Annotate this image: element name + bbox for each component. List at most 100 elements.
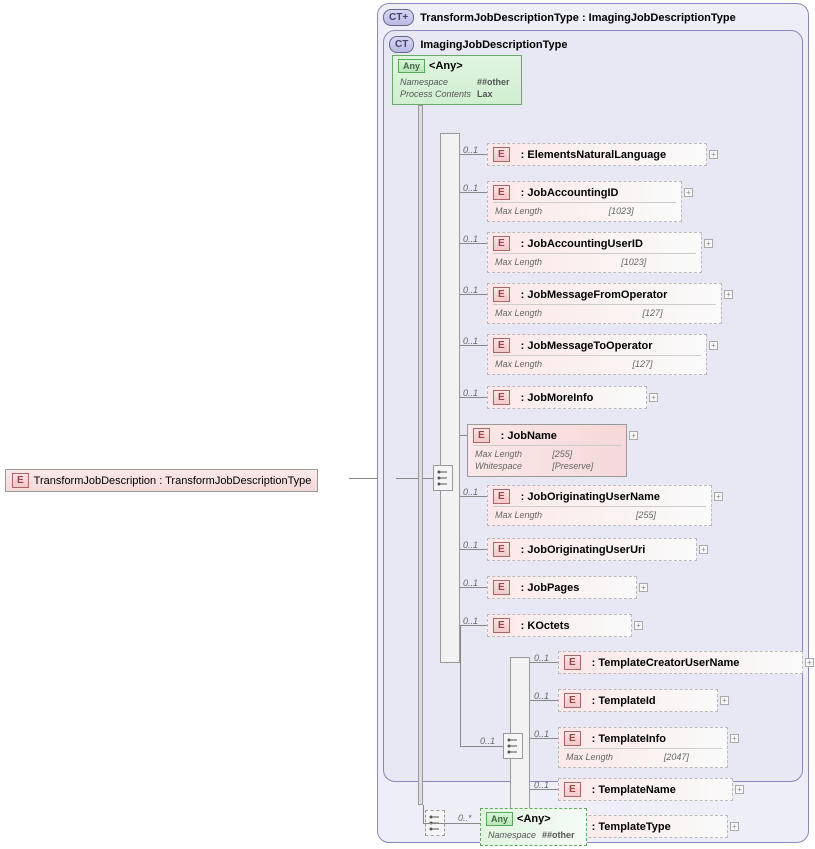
connector-line [460,435,467,436]
connector-line [460,243,487,244]
e-badge-icon: E [564,782,581,797]
occurrence-label: 0..* [458,813,472,823]
e-badge-icon: E [493,287,510,302]
expand-button[interactable]: + [714,492,723,501]
choice-icon [506,737,520,755]
connector-line [460,496,487,497]
connector-line [460,549,487,550]
expand-button[interactable]: + [730,734,739,743]
expand-button[interactable]: + [724,290,733,299]
expand-button[interactable]: + [684,188,693,197]
expand-button[interactable]: + [649,393,658,402]
ref-element-box: E : TemplateName [558,778,733,801]
any-label: <Any> [429,60,463,72]
e-badge-icon: E [12,473,29,488]
expand-button[interactable]: + [720,696,729,705]
ref-name: : JobMessageFromOperator [521,289,668,301]
any-badge-icon: Any [398,59,425,73]
expand-button[interactable]: + [730,822,739,831]
any-element-box-bottom: Any <Any> Namespace##other [480,808,587,846]
ref-name: : ElementsNaturalLanguage [521,149,666,161]
ref-name: : JobAccountingID [521,187,619,199]
ref-name: : TemplateId [592,695,656,707]
any-details-table: Namespace##other Process ContentsLax [398,75,516,101]
expand-button[interactable]: + [805,658,814,667]
ref-details: Max Length[1023] [493,253,696,269]
expand-button[interactable]: + [629,431,638,440]
expand-button[interactable]: + [639,583,648,592]
ref-element-box: E : ElementsNaturalLanguage [487,143,707,166]
choice-icon [436,469,450,487]
ref-name: : JobAccountingUserID [521,238,643,250]
ref-details: Max Length[255]Whitespace[Preserve] [473,445,621,473]
expand-button[interactable]: + [704,239,713,248]
expand-button[interactable]: + [735,785,744,794]
ct-inner-title: ImagingJobDescriptionType [420,39,567,51]
e-badge-icon: E [493,236,510,251]
sequence-indicator [440,133,460,663]
e-badge-icon: E [493,147,510,162]
connector-line [460,397,487,398]
connector-line [460,192,487,193]
e-badge-icon: E [473,428,490,443]
ref-name: : JobMessageToOperator [521,340,653,352]
ref-name: : TemplateName [592,784,676,796]
connector-line [423,823,480,824]
ref-name: : TemplateType [592,821,671,833]
ref-name: : JobOriginatingUserUri [521,544,646,556]
expand-button[interactable]: + [634,621,643,630]
expand-button[interactable]: + [709,341,718,350]
e-badge-icon: E [493,489,510,504]
ct-outer-header: CT+ TransformJobDescriptionType : Imagin… [383,9,803,26]
e-badge-icon: E [564,693,581,708]
expand-button[interactable]: + [709,150,718,159]
sequence-connector [418,105,423,805]
occurrence-label: 0..1 [480,736,495,746]
connector-line [530,738,558,739]
ref-element-box: E: JobNameMax Length[255]Whitespace[Pres… [467,424,627,477]
connector-line [530,789,558,790]
any-badge-icon: Any [486,812,513,826]
ref-element-box: E : JobAccountingID Max Length[1023] [487,181,682,222]
e-badge-icon: E [493,390,510,405]
e-badge-icon: E [564,731,581,746]
ref-element-box: E: TemplateInfoMax Length[2047] [558,727,728,768]
ct-outer-title: TransformJobDescriptionType : ImagingJob… [420,12,736,24]
choice-indicator [503,733,523,759]
expand-button[interactable]: + [699,545,708,554]
root-label: TransformJobDescription : TransformJobDe… [34,475,312,487]
ref-element-box: E: JobMessageFromOperatorMax Length[127] [487,283,722,324]
ref-name: : JobPages [521,582,580,594]
ref-element-box: E : JobMessageToOperator Max Length[127] [487,334,707,375]
ref-element-box: E : TemplateId [558,689,718,712]
ref-element-box: E : JobPages [487,576,637,599]
connector-line [349,478,377,479]
e-badge-icon: E [493,185,510,200]
connector-line [460,625,461,746]
connector-line [396,478,418,479]
ref-details: Max Length[255] [493,506,706,522]
connector-line [460,625,487,626]
connector-line [460,154,487,155]
ref-details: Max Length[1023] [493,202,676,218]
ref-name: : TemplateCreatorUserName [592,657,740,669]
any-details-table: Namespace##other [486,828,581,842]
ct-badge-icon: CT [389,36,414,53]
ref-element-box: E : JobMoreInfo [487,386,647,409]
ref-details: Max Length[127] [493,355,701,371]
ref-name: : KOctets [521,620,570,632]
connector-line [460,294,487,295]
e-badge-icon: E [493,542,510,557]
e-badge-icon: E [564,655,581,670]
ref-element-box: E: KOctets [487,614,632,637]
any-element-box: Any <Any> Namespace##other Process Conte… [392,55,522,105]
e-badge-icon: E [493,580,510,595]
choice-indicator [433,465,453,491]
e-badge-icon: E [493,338,510,353]
ref-name: : JobMoreInfo [521,392,594,404]
any-bottom-label: <Any> [517,813,551,825]
ref-element-box: E : TemplateCreatorUserName [558,651,803,674]
ref-element-box: E: JobOriginatingUserNameMax Length[255] [487,485,712,526]
ct-badge-icon: CT+ [383,9,414,26]
connector-line [460,587,487,588]
